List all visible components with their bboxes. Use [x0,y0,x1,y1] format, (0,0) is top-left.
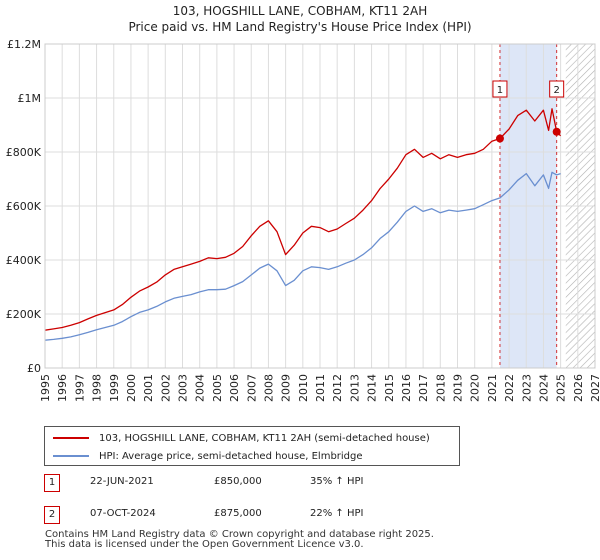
legend-item-property: 103, HOGSHILL LANE, COBHAM, KT11 2AH (se… [53,430,430,446]
footer-copyright: Contains HM Land Registry data © Crown c… [45,529,434,540]
x-tick-label: 2010 [297,374,310,402]
x-tick-label: 2017 [417,374,430,402]
x-tick-label: 1997 [73,374,86,402]
transaction-hpi-change: 22% ↑ HPI [310,508,364,519]
x-tick-label: 2004 [194,374,207,402]
x-tick-label: 1995 [39,374,52,402]
price-chart: 1 2 £0 £200K £400K £600K £800K £1M £1.2M 1995 199… [6,38,600,402]
legend-label-property: 103, HOGSHILL LANE, COBHAM, KT11 2AH (se… [99,432,430,444]
legend: 103, HOGSHILL LANE, COBHAM, KT11 2AH (se… [44,426,460,466]
transaction-label: 2 [553,85,559,96]
x-tick-label: 2026 [572,374,585,402]
x-tick-label: 2002 [159,374,172,402]
x-tick-label: 2006 [228,374,241,402]
y-tick-label: £1.2M [7,38,41,51]
transaction-number-badge: 1 [44,474,60,492]
x-tick-label: 2007 [245,374,258,402]
legend-swatch-property [53,437,89,439]
x-tick-label: 2000 [125,374,138,402]
transaction-label: 1 [497,85,503,96]
y-tick-label: £200K [6,308,42,321]
transaction-number-badge: 2 [44,506,60,524]
x-tick-label: 2025 [555,374,568,402]
x-tick-label: 2012 [331,374,344,402]
y-tick-label: £600K [6,200,42,213]
footer-licence: This data is licensed under the Open Gov… [45,539,364,550]
transaction-price: £850,000 [214,476,262,487]
x-tick-label: 2020 [469,374,482,402]
x-tick-label: 2018 [434,374,447,402]
chart-title: 103, HOGSHILL LANE, COBHAM, KT11 2AH [172,4,428,18]
x-tick-label: 2024 [537,374,550,402]
property-price-line [44,108,562,331]
x-tick-label: 2021 [486,374,499,402]
legend-label-hpi: HPI: Average price, semi-detached house,… [99,450,363,462]
x-tick-label: 2022 [503,374,516,402]
x-tick-label: 2001 [142,374,155,402]
legend-swatch-hpi [53,455,89,457]
y-tick-label: £400K [6,254,42,267]
transaction-date: 22-JUN-2021 [90,476,154,487]
x-tick-label: 2014 [366,374,379,402]
x-tick-label: 2019 [452,374,465,402]
legend-item-hpi: HPI: Average price, semi-detached house,… [53,448,363,464]
transaction-point [552,127,561,136]
x-tick-label: 2016 [400,374,413,402]
x-tick-label: 1999 [108,374,121,402]
plot-frame [44,43,596,369]
x-tick-label: 2009 [280,374,293,402]
x-tick-label: 2013 [348,374,361,402]
hpi-line [44,171,561,341]
x-tick-label: 2027 [589,374,600,402]
transaction-label-box [492,80,508,98]
x-tick-label: 2003 [177,374,190,402]
y-tick-label: £0 [27,362,41,375]
transaction-hpi-change: 35% ↑ HPI [310,476,364,487]
y-tick-label: £1M [18,92,42,105]
y-tick-label: £800K [6,146,42,159]
x-tick-label: 2008 [262,374,275,402]
x-tick-label: 2011 [314,374,327,402]
transaction-label-box [549,80,565,98]
footer: Contains HM Land Registry data © Crown c… [45,530,434,550]
x-tick-label: 2023 [520,374,533,402]
x-tick-label: 1996 [56,374,69,402]
x-tick-label: 2005 [211,374,224,402]
transaction-point [495,134,504,143]
x-tick-label: 1998 [91,374,104,402]
x-tick-label: 2015 [383,374,396,402]
transaction-price: £875,000 [214,508,262,519]
transaction-date: 07-OCT-2024 [90,508,156,519]
chart-subtitle: Price paid vs. HM Land Registry's House … [128,20,472,34]
